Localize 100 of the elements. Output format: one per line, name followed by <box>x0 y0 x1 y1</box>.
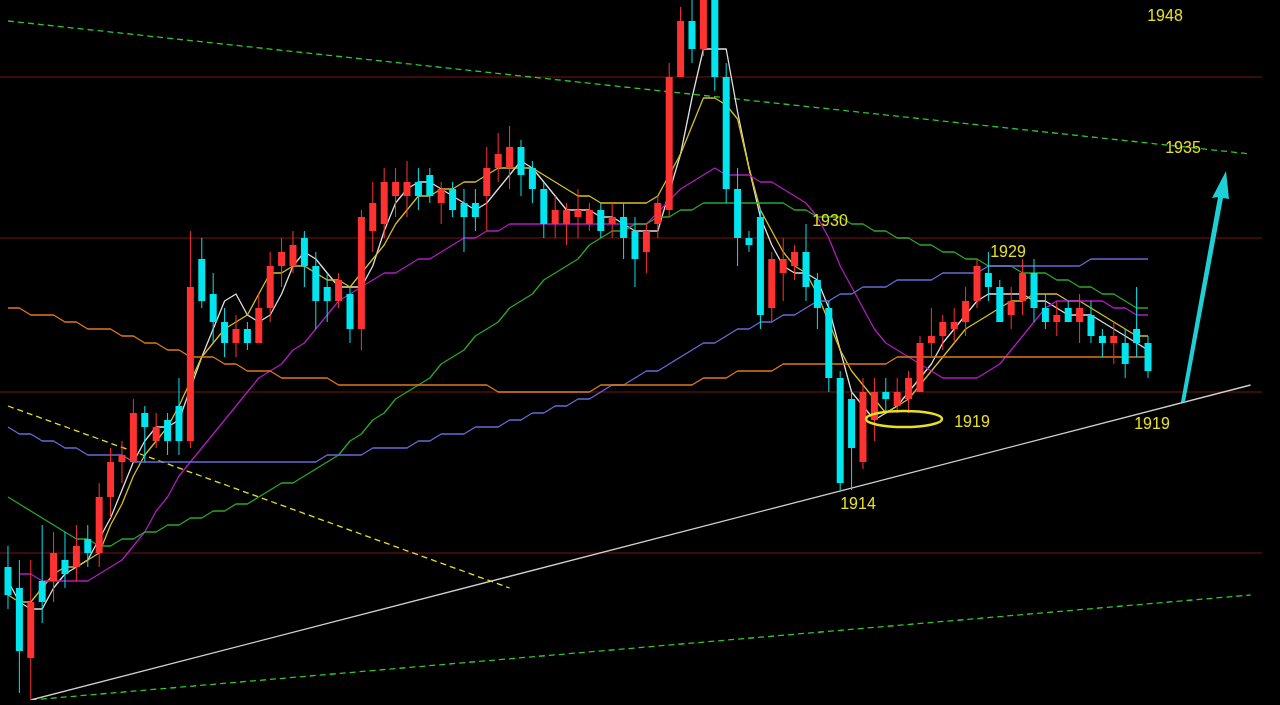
candlestick <box>791 244 799 281</box>
candlestick <box>471 188 479 232</box>
candlestick <box>95 482 103 568</box>
candlestick <box>859 377 867 470</box>
candlestick <box>38 524 46 624</box>
annotation: 1914 <box>840 495 876 513</box>
candlestick <box>962 286 970 337</box>
candlestick <box>346 286 354 344</box>
candlestick <box>836 370 844 491</box>
candlestick <box>323 272 331 323</box>
candlestick <box>164 412 172 456</box>
candlestick <box>175 377 183 456</box>
candlestick <box>141 405 149 463</box>
candlestick <box>996 279 1004 322</box>
candlestick <box>198 237 206 309</box>
candlestick <box>916 335 924 392</box>
candlestick <box>597 202 605 239</box>
candlestick <box>848 391 856 491</box>
candlestick <box>255 293 263 343</box>
candlestick <box>1007 286 1015 330</box>
candlestick <box>813 272 821 330</box>
candlestick <box>506 125 514 190</box>
candlestick <box>186 230 194 449</box>
candlestick <box>654 195 662 239</box>
candlestick <box>289 230 297 274</box>
candlestick <box>768 251 776 323</box>
candlestick <box>1064 300 1072 322</box>
candlestick <box>973 258 981 309</box>
candlestick <box>1110 321 1118 365</box>
candlestick <box>4 545 12 610</box>
annotation: 1929 <box>990 243 1026 261</box>
candlestick <box>1076 293 1084 344</box>
candlestick <box>1019 258 1027 316</box>
candlestick <box>449 181 457 218</box>
candlestick <box>232 314 240 358</box>
candlestick <box>392 167 400 218</box>
candlestick <box>677 6 685 77</box>
candlestick <box>825 300 833 393</box>
candlestick <box>129 398 137 462</box>
candlestick <box>870 377 878 442</box>
candlestick <box>585 202 593 232</box>
candlestick <box>1087 300 1095 344</box>
candlestick <box>152 412 160 449</box>
candlestick <box>494 132 502 183</box>
candlestick <box>939 314 947 351</box>
candlestick <box>437 181 445 225</box>
candlestick <box>1030 258 1038 323</box>
annotation: 1919 <box>1134 415 1170 433</box>
candlestick <box>631 216 639 288</box>
candlestick <box>642 223 650 274</box>
candlestick <box>403 160 411 218</box>
candlestick <box>107 447 115 519</box>
candlestick <box>380 167 388 239</box>
candlestick <box>335 272 343 309</box>
candlestick <box>779 237 787 302</box>
candlestick <box>243 321 251 351</box>
candlestick <box>1121 328 1129 379</box>
candlestick <box>72 524 80 582</box>
candlestick <box>563 202 571 246</box>
candlestick <box>266 251 274 323</box>
candlestick <box>688 0 696 64</box>
candlestick <box>357 209 365 351</box>
candlestick <box>551 195 559 239</box>
candlestick <box>221 307 229 358</box>
candlestick <box>483 146 491 232</box>
candlestick <box>118 440 126 484</box>
candlestick <box>61 531 69 589</box>
candlestick <box>426 167 434 204</box>
candlestick <box>927 307 935 358</box>
candlestick <box>209 272 217 344</box>
candlestick <box>369 181 377 253</box>
candlestick <box>15 559 23 694</box>
candlestick <box>620 202 628 260</box>
candlestick <box>722 62 730 204</box>
candlestick <box>665 62 673 218</box>
candlestick <box>1098 328 1106 358</box>
candlestick <box>84 524 92 568</box>
candlestick <box>734 167 742 267</box>
candlestick <box>984 251 992 302</box>
candlestick <box>540 181 548 239</box>
candlestick <box>950 307 958 344</box>
candlestick <box>27 559 35 701</box>
candlestick <box>608 202 616 239</box>
candlestick <box>699 0 707 57</box>
candlestick <box>50 531 58 603</box>
candlestick <box>1041 293 1049 330</box>
candlestick <box>528 160 536 204</box>
candlestick <box>893 377 901 414</box>
candlestick <box>574 188 582 239</box>
candlestick <box>300 230 308 288</box>
candlestick <box>711 0 719 92</box>
annotation: 1935 <box>1165 139 1201 157</box>
candlestick <box>1144 335 1152 379</box>
candlestick <box>517 139 525 197</box>
candlestick <box>802 223 810 302</box>
candlestick <box>414 167 422 211</box>
candlestick <box>460 188 468 253</box>
annotation: 1948 <box>1147 7 1183 25</box>
candlestick <box>1053 300 1061 337</box>
candlestick <box>905 370 913 414</box>
